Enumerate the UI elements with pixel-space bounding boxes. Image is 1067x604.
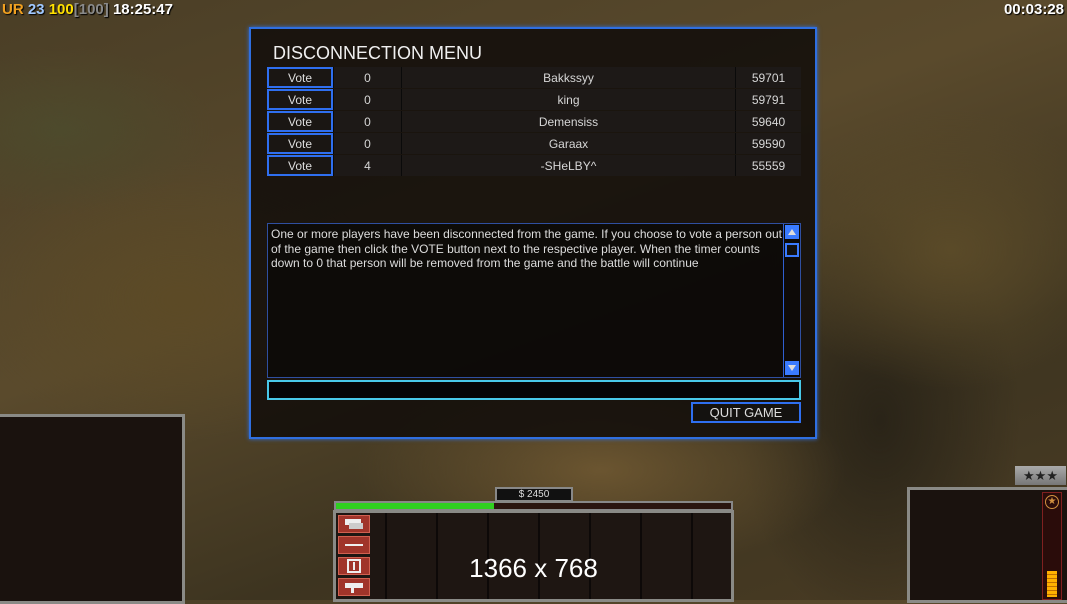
quit-game-button[interactable]: QUIT GAME (691, 402, 801, 423)
vote-count: 0 (333, 111, 401, 132)
command-button-4[interactable] (338, 578, 370, 596)
hud-value-2: 100 (48, 1, 74, 18)
hud-stats: UR 23 100[100] 18:25:47 (2, 1, 173, 18)
player-name: Demensiss (401, 111, 735, 132)
scroll-up-button[interactable] (785, 225, 799, 239)
vote-count: 0 (333, 133, 401, 154)
command-button-1[interactable] (338, 515, 370, 533)
money-display: $ 2450 (495, 487, 573, 502)
hud-value-3: [100] (73, 1, 109, 18)
chat-input[interactable] (267, 380, 801, 400)
player-score: 59640 (735, 111, 801, 132)
clock: 18:25:47 (112, 1, 173, 18)
rank-star-icon: ★ (1045, 495, 1059, 509)
scroll-thumb[interactable] (785, 243, 799, 257)
radar-panel[interactable]: ★ (907, 487, 1067, 603)
hud-value-1: 23 (27, 1, 45, 18)
player-name: -SHeLBY^ (401, 155, 735, 176)
player-name: king (401, 89, 735, 110)
message-box: One or more players have been disconnect… (267, 223, 801, 378)
side-buttons (336, 513, 372, 603)
player-row: Vote 0 Bakkssyy 59701 (267, 67, 801, 88)
vote-button[interactable]: Vote (267, 133, 333, 154)
command-grid (336, 513, 731, 599)
player-score: 59590 (735, 133, 801, 154)
rank-gauge: ★ (1042, 492, 1062, 600)
dialog-title: DISCONNECTION MENU (273, 43, 483, 63)
vote-button[interactable]: Vote (267, 89, 333, 110)
scrollbar[interactable] (783, 224, 800, 377)
power-bar-fill (336, 503, 494, 509)
rank-stars-button[interactable]: ★★★ (1015, 466, 1066, 485)
player-row: Vote 0 king 59791 (267, 89, 801, 110)
player-score: 59701 (735, 67, 801, 88)
minimap-panel[interactable] (0, 414, 185, 604)
rank-gauge-fill (1047, 571, 1057, 597)
vote-count: 0 (333, 67, 401, 88)
player-row: Vote 4 -SHeLBY^ 55559 (267, 155, 801, 176)
player-score: 55559 (735, 155, 801, 176)
vote-count: 0 (333, 89, 401, 110)
player-name: Bakkssyy (401, 67, 735, 88)
player-row: Vote 0 Garaax 59590 (267, 133, 801, 154)
player-row: Vote 0 Demensiss 59640 (267, 111, 801, 132)
vote-button[interactable]: Vote (267, 67, 333, 88)
command-panel: 1366 x 768 (333, 510, 734, 602)
vote-button[interactable]: Vote (267, 155, 333, 176)
command-button-2[interactable] (338, 536, 370, 554)
vote-count: 4 (333, 155, 401, 176)
faction-label: UR (2, 1, 24, 18)
player-name: Garaax (401, 133, 735, 154)
game-timer: 00:03:28 (1003, 1, 1064, 18)
scroll-down-button[interactable] (785, 361, 799, 375)
command-button-3[interactable] (338, 557, 370, 575)
disconnection-menu: DISCONNECTION MENU Vote 0 Bakkssyy 59701… (249, 27, 817, 439)
disconnect-message: One or more players have been disconnect… (271, 227, 782, 270)
player-score: 59791 (735, 89, 801, 110)
vote-button[interactable]: Vote (267, 111, 333, 132)
resolution-overlay: 1366 x 768 (469, 553, 598, 583)
